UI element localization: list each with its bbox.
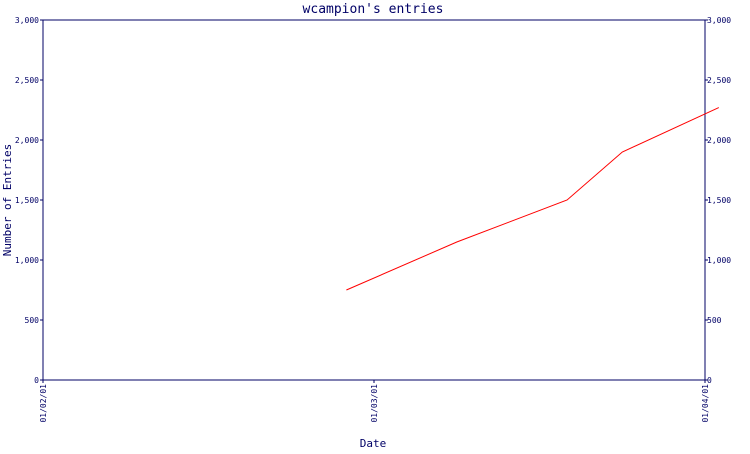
chart-title: wcampion's entries bbox=[303, 2, 444, 17]
x-tick-label: 01/02/01 bbox=[39, 384, 48, 423]
left-y-tick-label: 2,000 bbox=[15, 136, 39, 145]
y-axis-label: Number of Entries bbox=[1, 144, 14, 257]
series-line bbox=[346, 107, 720, 291]
x-tick-label: 01/03/01 bbox=[370, 384, 379, 423]
right-y-axis: 0 500 1,000 1,500 2,000 2,500 3,000 bbox=[705, 16, 731, 385]
left-y-axis: 0 500 1,000 1,500 2,000 2,500 3,000 bbox=[15, 16, 43, 385]
right-y-tick-label: 1,500 bbox=[707, 196, 731, 205]
left-y-tick-label: 1,000 bbox=[15, 256, 39, 265]
right-y-tick-label: 500 bbox=[707, 316, 722, 325]
left-y-tick-label: 500 bbox=[25, 316, 40, 325]
left-y-tick-label: 2,500 bbox=[15, 76, 39, 85]
x-tick-label: 01/04/01 bbox=[701, 384, 710, 423]
right-y-tick-label: 2,500 bbox=[707, 76, 731, 85]
left-y-tick-label: 1,500 bbox=[15, 196, 39, 205]
x-axis: 01/02/01 01/03/01 01/04/01 bbox=[39, 380, 710, 423]
x-axis-label: Date bbox=[360, 437, 387, 450]
right-y-tick-label: 0 bbox=[707, 376, 712, 385]
left-y-tick-label: 0 bbox=[34, 376, 39, 385]
left-y-tick-label: 3,000 bbox=[15, 16, 39, 25]
right-y-tick-label: 2,000 bbox=[707, 136, 731, 145]
right-y-tick-label: 1,000 bbox=[707, 256, 731, 265]
right-y-tick-label: 3,000 bbox=[707, 16, 731, 25]
